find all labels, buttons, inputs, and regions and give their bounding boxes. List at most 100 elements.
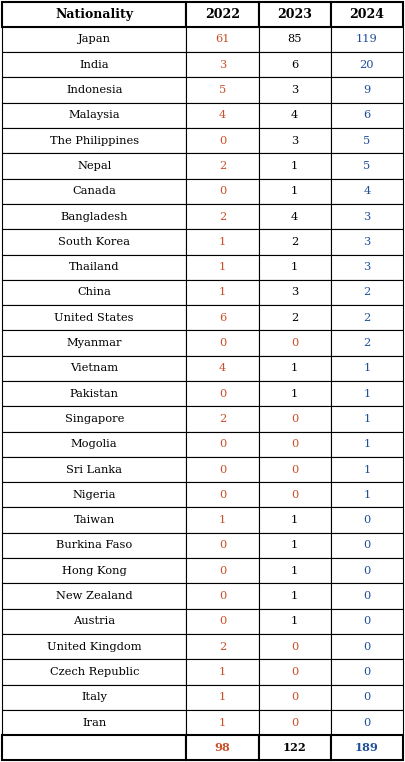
Text: South Korea: South Korea (58, 237, 130, 247)
Bar (2, 331, 186, 356)
Bar (331, 255, 403, 280)
Bar (331, 229, 403, 255)
Text: Canada: Canada (72, 186, 116, 197)
Bar (259, 482, 331, 507)
Bar (186, 128, 259, 153)
Bar (331, 52, 403, 78)
Text: 0: 0 (219, 540, 226, 550)
Text: 6: 6 (219, 312, 226, 323)
Text: 1: 1 (291, 389, 298, 399)
Text: 0: 0 (363, 692, 371, 703)
Bar (259, 584, 331, 609)
Bar (259, 305, 331, 331)
Text: Austria: Austria (73, 616, 115, 626)
Bar (259, 27, 331, 52)
Text: 1: 1 (219, 515, 226, 525)
Bar (2, 684, 186, 710)
Text: 1: 1 (363, 363, 371, 373)
Text: 0: 0 (363, 718, 371, 728)
Text: 0: 0 (291, 414, 298, 424)
Text: Burkina Faso: Burkina Faso (56, 540, 132, 550)
Text: 0: 0 (219, 465, 226, 475)
Text: 9: 9 (363, 85, 371, 95)
Text: The Philippines: The Philippines (50, 136, 139, 146)
Text: 119: 119 (356, 34, 378, 44)
Text: India: India (79, 59, 109, 70)
Bar (259, 710, 331, 735)
Bar (2, 735, 186, 760)
Bar (259, 204, 331, 229)
Text: 0: 0 (219, 591, 226, 601)
Text: Nepal: Nepal (77, 161, 111, 171)
Bar (259, 406, 331, 431)
Text: 1: 1 (219, 237, 226, 247)
Bar (259, 153, 331, 178)
Text: 1: 1 (219, 718, 226, 728)
Bar (186, 457, 259, 482)
Bar (2, 659, 186, 684)
Text: Pakistan: Pakistan (70, 389, 119, 399)
Bar (2, 584, 186, 609)
Text: 0: 0 (363, 591, 371, 601)
Text: 1: 1 (291, 262, 298, 272)
Bar (331, 558, 403, 584)
Text: Sri Lanka: Sri Lanka (66, 465, 122, 475)
Bar (331, 178, 403, 204)
Bar (259, 659, 331, 684)
Text: Indonesia: Indonesia (66, 85, 122, 95)
Bar (186, 204, 259, 229)
Text: 20: 20 (360, 59, 374, 70)
Text: Italy: Italy (81, 692, 107, 703)
Text: 4: 4 (291, 212, 298, 222)
Bar (186, 305, 259, 331)
Bar (2, 305, 186, 331)
Bar (331, 482, 403, 507)
Bar (259, 128, 331, 153)
Text: 0: 0 (291, 692, 298, 703)
Text: 61: 61 (215, 34, 230, 44)
Text: 0: 0 (291, 338, 298, 348)
Bar (186, 356, 259, 381)
Text: 4: 4 (291, 110, 298, 120)
Bar (186, 27, 259, 52)
Text: 5: 5 (363, 136, 371, 146)
Bar (331, 356, 403, 381)
Bar (186, 255, 259, 280)
Text: Nigeria: Nigeria (72, 490, 116, 500)
Bar (186, 558, 259, 584)
Bar (259, 331, 331, 356)
Text: 0: 0 (291, 439, 298, 450)
Bar (331, 584, 403, 609)
Text: 4: 4 (363, 186, 371, 197)
Bar (331, 381, 403, 406)
Bar (186, 431, 259, 457)
Text: 1: 1 (291, 616, 298, 626)
Bar (2, 128, 186, 153)
Bar (2, 255, 186, 280)
Bar (259, 609, 331, 634)
Text: 4: 4 (219, 363, 226, 373)
Text: United States: United States (55, 312, 134, 323)
Bar (331, 103, 403, 128)
Bar (2, 406, 186, 431)
Bar (2, 431, 186, 457)
Bar (2, 609, 186, 634)
Bar (186, 52, 259, 78)
Bar (331, 735, 403, 760)
Text: 0: 0 (219, 439, 226, 450)
Bar (331, 609, 403, 634)
Bar (186, 381, 259, 406)
Text: Japan: Japan (78, 34, 111, 44)
Text: 0: 0 (219, 338, 226, 348)
Bar (186, 710, 259, 735)
Bar (186, 735, 259, 760)
Text: 0: 0 (219, 565, 226, 576)
Bar (259, 735, 331, 760)
Bar (2, 710, 186, 735)
Bar (259, 457, 331, 482)
Bar (331, 153, 403, 178)
Bar (331, 27, 403, 52)
Text: 3: 3 (219, 59, 226, 70)
Text: 2: 2 (363, 287, 371, 297)
Bar (259, 229, 331, 255)
